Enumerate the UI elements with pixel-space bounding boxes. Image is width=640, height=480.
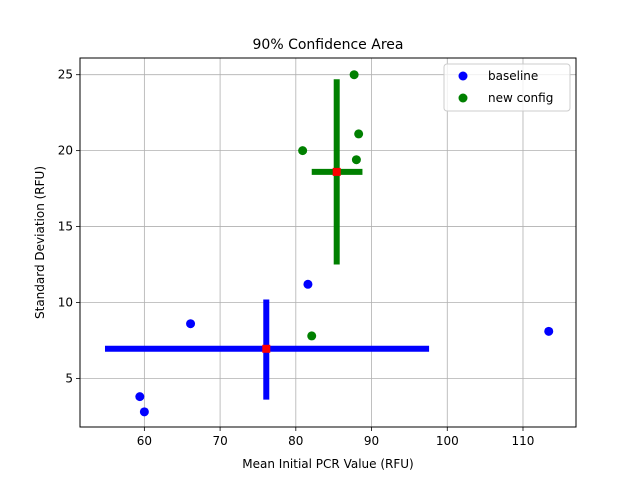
y-tick-label: 10 <box>58 295 73 309</box>
x-tick-label: 90 <box>364 434 379 448</box>
new-config-data-point <box>349 70 359 80</box>
baseline-center-marker <box>262 344 271 353</box>
x-tick-label: 110 <box>512 434 535 448</box>
baseline-data-point <box>186 319 196 329</box>
x-tick-label: 70 <box>212 434 227 448</box>
new-config-data-point <box>354 129 364 139</box>
new-config-data-point <box>298 146 308 156</box>
legend: baseline new config <box>443 63 571 112</box>
legend-label-baseline: baseline <box>488 69 538 83</box>
x-axis-label: Mean Initial PCR Value (RFU) <box>242 457 413 471</box>
new-config-data-point <box>307 331 317 341</box>
center-markers <box>262 167 341 353</box>
y-tick-label: 25 <box>58 68 73 82</box>
y-axis-label: Standard Deviation (RFU) <box>33 166 47 319</box>
axis-ticks: 60 70 80 90 100 110 5 10 15 20 25 <box>58 68 535 448</box>
baseline-data-point <box>303 279 313 289</box>
y-tick-label: 5 <box>65 371 73 385</box>
legend-box <box>443 63 571 112</box>
new-config-data-point <box>351 155 361 165</box>
chart-title: 90% Confidence Area <box>253 37 404 53</box>
legend-marker-baseline <box>458 71 468 81</box>
y-tick-label: 20 <box>58 144 73 158</box>
legend-label-new-config: new config <box>488 91 553 105</box>
plot-frame <box>79 57 577 428</box>
legend-marker-new-config <box>458 93 468 103</box>
baseline-data-point <box>135 392 145 402</box>
data-points <box>135 70 554 417</box>
baseline-data-point <box>139 407 149 417</box>
x-tick-label: 60 <box>137 434 152 448</box>
y-tick-label: 15 <box>58 220 73 234</box>
baseline-data-point <box>544 326 554 336</box>
x-tick-label: 80 <box>288 434 303 448</box>
new-config-center-marker <box>332 167 341 176</box>
x-tick-label: 100 <box>436 434 459 448</box>
